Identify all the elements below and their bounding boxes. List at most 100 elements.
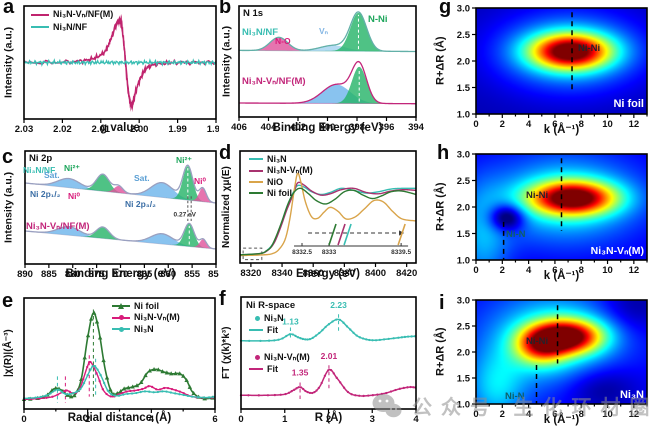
satellite-label: Sat. [134, 173, 150, 183]
legend-item: Ni₃N-Vₙ(M) [249, 165, 313, 176]
peak-label-vn: Vₙ [319, 26, 329, 36]
legend-item: Ni₃N [255, 313, 284, 323]
orbital-label-2p12: Ni 2p₁/₂ [30, 189, 61, 199]
sample-corner-label: Ni₃N-Vₙ(M) [590, 245, 644, 257]
legend-label: Ni₃N [267, 154, 287, 164]
sample-label: Ni₃N-Vₙ/NF(M) [242, 76, 306, 87]
orbital-label-2p32: Ni 2p₃/₂ [125, 199, 156, 209]
dot-marker-icon [255, 315, 260, 321]
panel-c: c Intensity (a.u.) Binding Energy (eV) N… [0, 146, 219, 292]
panel-letter: i [439, 292, 445, 314]
x-axis-label: k (Å⁻¹) [543, 414, 580, 426]
legend-swatch [249, 192, 263, 194]
wavelet-chart-ni3n-vn [429, 146, 657, 292]
bond-label-ni-ni: Ni-Ni [578, 43, 601, 54]
panel-letter: f [219, 288, 226, 310]
peak-label-ni2plus: Ni²⁺ [64, 163, 80, 173]
legend-label: Ni foil [134, 301, 159, 311]
panel-letter: b [219, 0, 232, 18]
legend-label: Ni₃N/NF [53, 22, 88, 32]
wavelet-chart-ni-foil [429, 0, 657, 146]
peak-label-ni0: Ni⁰ [68, 191, 80, 201]
satellite-label: Sat. [44, 170, 60, 180]
x-axis-label: g value [100, 122, 140, 134]
y-axis-label: |χ(R)|(Å⁻³) [3, 329, 14, 378]
sample-label: Ni₃N/NF [23, 165, 56, 175]
legend-swatch [31, 26, 49, 28]
peak-label-ni0: Ni⁰ [194, 176, 206, 186]
y-axis-label: R+ΔR (Å) [434, 36, 447, 86]
legend-label: Ni foil [267, 188, 292, 198]
watermark: 公众号 生化环材圈 [372, 391, 657, 420]
y-axis-label: R+ΔR (Å) [434, 182, 447, 232]
peak-label-n-o: N-O [275, 36, 291, 46]
legend-item: Ni foil [249, 188, 313, 198]
plot-title: Ni 2p [29, 153, 53, 164]
legend-swatch [249, 158, 263, 160]
peak-label-n-ni: N-Ni [368, 14, 388, 25]
legend-label: Ni₃N-Vₙ(M) [134, 312, 180, 322]
dot-marker-icon [118, 315, 124, 320]
sample-label: Ni₃N-Vₙ/NF(M) [26, 221, 90, 232]
legend-label: Ni₃N [134, 324, 154, 334]
legend-item: Ni foil [112, 301, 180, 311]
sample-corner-label: Ni foil [613, 98, 644, 110]
legend: Ni₃N Ni₃N-Vₙ(M) NiO Ni foil [249, 154, 313, 198]
legend-label: Ni₃N-Vₙ(M) [264, 352, 310, 362]
x-axis-label: Binding Energy (eV) [65, 268, 176, 280]
triangle-marker-icon [118, 302, 124, 309]
x-axis-label: Energy (eV) [296, 268, 360, 280]
legend-swatch [112, 315, 130, 320]
plot-title: N 1s [243, 8, 264, 19]
wavelet-chart-ni3n [429, 292, 657, 437]
x-axis-label: R (Å) [314, 412, 343, 424]
legend-swatch [249, 368, 263, 370]
sample-label: Ni₃N/NF [242, 27, 279, 38]
y-axis-label: Intensity (a.u.) [2, 26, 15, 99]
legend-item: Fit [249, 325, 278, 335]
sample-corner-label: Ni₃N [619, 389, 644, 401]
dot-marker-icon [118, 326, 124, 332]
legend-item: Ni₃N/NF [31, 22, 113, 32]
panel-a: a Intensity (a.u.) g value Ni₃N-Vₙ/NF(M)… [0, 0, 219, 146]
x-axis-label: k (Å⁻¹) [543, 124, 580, 136]
legend-label: Ni₃N-Vₙ(M) [267, 165, 313, 175]
panel-letter: a [3, 0, 15, 18]
legend-swatch [31, 13, 49, 16]
legend-swatch [249, 169, 263, 172]
panel-d: d Normalized χμ(E) Energy (eV) Ni₃N Ni₃N… [219, 142, 429, 292]
legend-item: NiO [249, 177, 313, 187]
legend: Ni foil Ni₃N-Vₙ(M) Ni₃N [112, 301, 180, 334]
panel-g: g R+ΔR (Å) k (Å⁻¹) Ni-Ni Ni foil [429, 0, 657, 146]
plot-title: Ni R-space [246, 300, 296, 311]
panel-e: e |χ(R)|(Å⁻³) Radial distance (Å) Ni foi… [0, 290, 219, 437]
legend-item: Ni₃N-Vₙ(M) [112, 312, 180, 323]
y-axis-label: R+ΔR (Å) [434, 327, 447, 377]
panel-letter: g [439, 0, 452, 18]
panel-b: b Intensity (a.u.) Binding Energy (eV) N… [219, 0, 429, 146]
x-axis-label: Radial distance (Å) [67, 412, 172, 424]
y-axis-label: FT (χ(k)*k³) [221, 326, 232, 380]
legend: Ni₃N-Vₙ/NF(M) Ni₃N/NF [31, 9, 113, 32]
legend-swatch [112, 302, 130, 309]
legend-label: Fit [267, 325, 278, 335]
y-axis-label: Normalized χμ(E) [221, 166, 232, 248]
legend-item: Ni₃N-Vₙ(M) [255, 352, 310, 363]
panel-letter: e [2, 290, 14, 312]
exafs-chart [0, 292, 219, 437]
ni2p-xps-chart [0, 146, 219, 292]
peak-label-ni2plus: Ni²⁺ [176, 155, 192, 165]
bond-label-ni-n: Ni-N [506, 229, 526, 240]
panel-letter: c [2, 146, 14, 168]
n1s-xps-chart [219, 0, 429, 146]
legend-label: NiO [267, 177, 284, 187]
epr-chart [0, 0, 219, 146]
bond-label-ni-ni: Ni-Ni [526, 336, 549, 347]
legend-item: Ni₃N [249, 154, 313, 164]
legend-swatch [249, 181, 263, 183]
legend-item: Ni₃N [112, 324, 180, 334]
legend-swatch [249, 329, 263, 331]
x-axis-label: k (Å⁻¹) [543, 270, 580, 282]
legend-label: Ni₃N-Vₙ/NF(M) [53, 9, 114, 19]
